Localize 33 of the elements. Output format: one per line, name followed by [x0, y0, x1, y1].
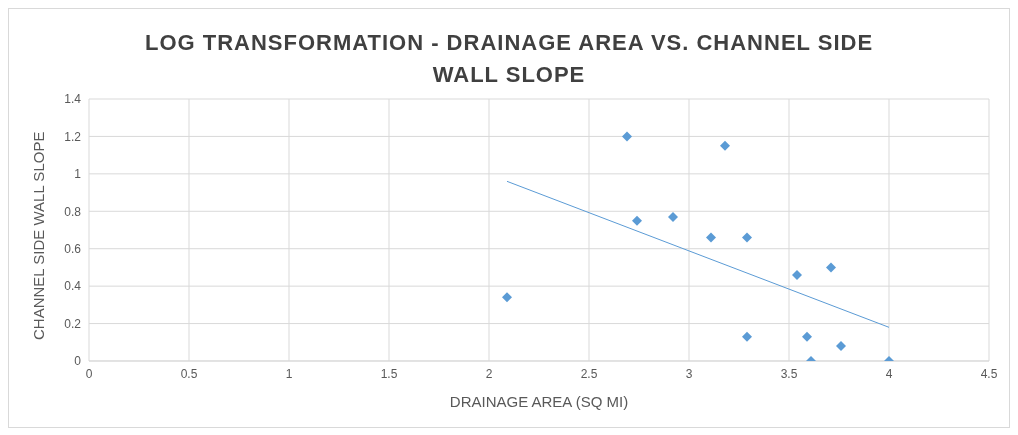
y-tick-label: 1.4 — [64, 92, 82, 107]
point — [632, 215, 642, 226]
x-axis-title: DRAINAGE AREA (SQ MI) — [449, 393, 629, 410]
y-tick-label: 0 — [74, 354, 82, 369]
x-tick-label: 1 — [285, 366, 293, 381]
y-tick-label: 1.2 — [64, 129, 82, 144]
point — [622, 131, 632, 142]
x-tick-label: 1.5 — [380, 366, 398, 381]
point — [826, 262, 836, 273]
point — [792, 269, 802, 280]
y-tick-label: 0.6 — [64, 241, 82, 256]
point — [720, 140, 730, 151]
point — [502, 292, 512, 303]
point — [742, 331, 752, 342]
x-tick-label: 4 — [885, 366, 893, 381]
point — [742, 232, 752, 243]
point — [706, 232, 716, 243]
y-tick-label: 0.2 — [64, 316, 82, 331]
x-tick-label: 2 — [485, 366, 493, 381]
x-tick-label: 3.5 — [780, 366, 798, 381]
point — [802, 331, 812, 342]
y-tick-label: 0.8 — [64, 204, 82, 219]
point — [668, 211, 678, 222]
x-tick-label: 4.5 — [980, 366, 998, 381]
chart-title: LOG TRANSFORMATION - DRAINAGE AREA VS. CHANNEL SIDE WALL SLOPE — [143, 29, 875, 89]
y-axis-title: CHANNEL SIDE WALL SLOPE — [30, 131, 48, 340]
y-tick-label: 1 — [74, 167, 82, 182]
y-tick-label: 0.4 — [64, 279, 82, 294]
x-tick-label: 0.5 — [180, 366, 198, 381]
x-tick-label: 0 — [85, 366, 93, 381]
x-tick-label: 3 — [685, 366, 693, 381]
point — [836, 341, 846, 352]
x-tick-label: 2.5 — [580, 366, 598, 381]
